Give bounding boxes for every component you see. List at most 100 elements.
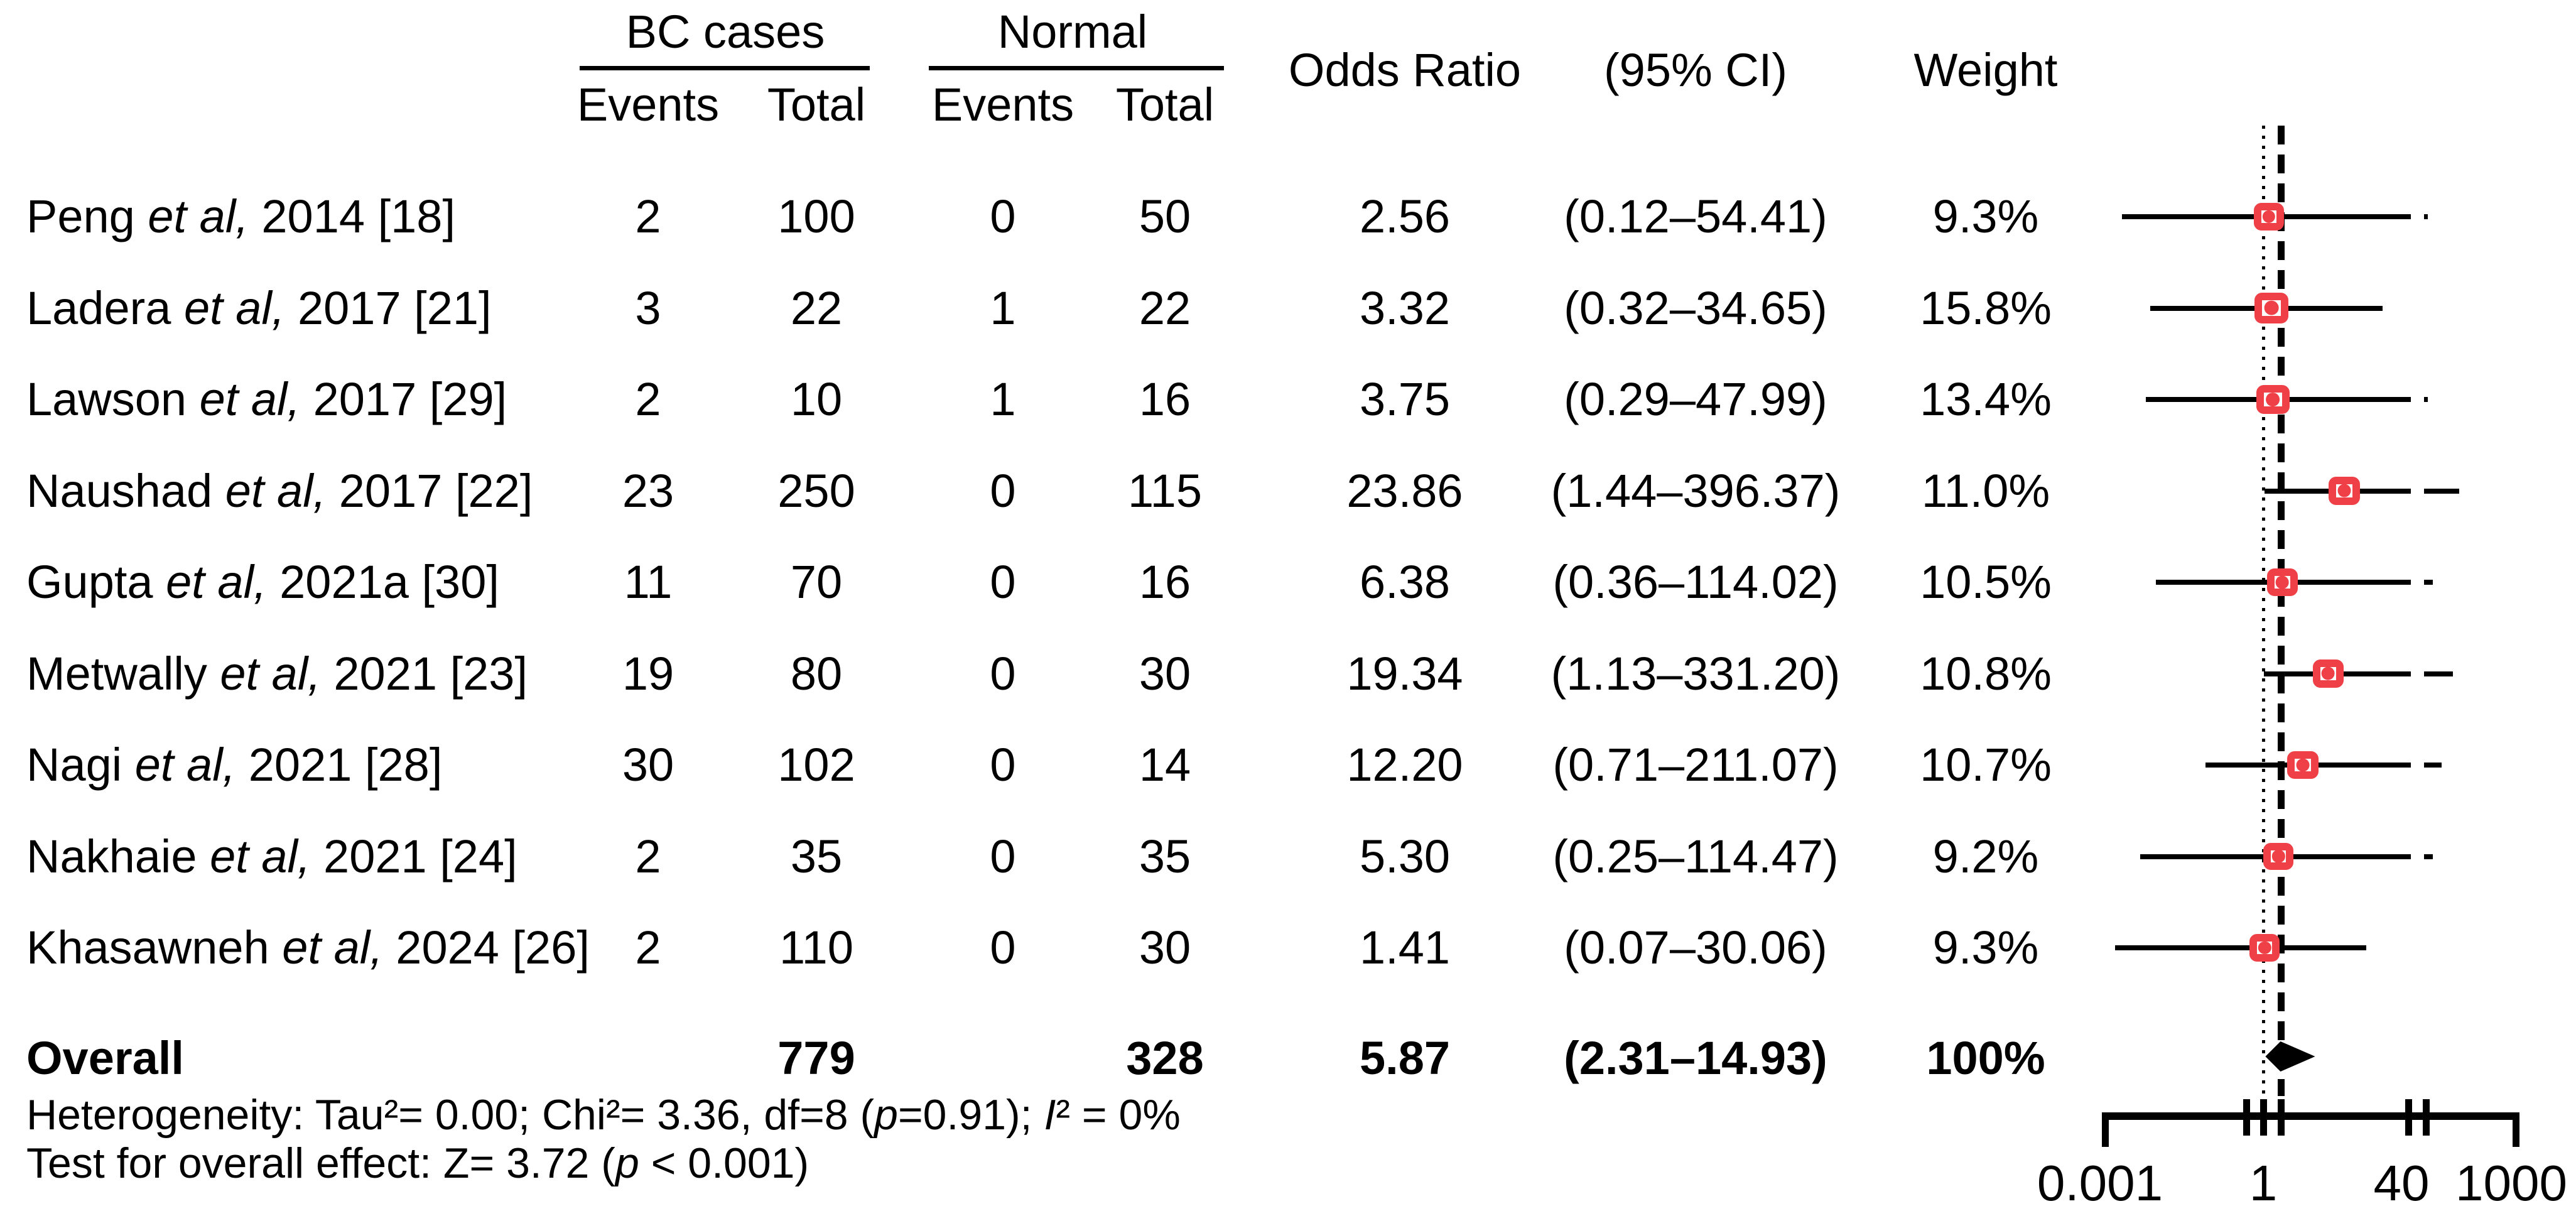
study-label-text: Gupta <box>26 556 166 608</box>
odds-ratio-cell: 23.86 <box>1346 464 1463 517</box>
study-label-text: Metwally <box>26 647 220 700</box>
normal-total-cell: 30 <box>1139 921 1191 974</box>
axis-break-tick <box>2405 1099 2412 1136</box>
normal-total-cell: 16 <box>1139 373 1191 425</box>
text-fragment: Heterogeneity: Tau²= 0.00; Chi²= 3.36, d… <box>26 1091 875 1139</box>
ci-cell: (0.29–47.99) <box>1564 373 1827 425</box>
or-marker <box>2263 842 2294 871</box>
text-fragment: < 0.001) <box>639 1139 809 1187</box>
x-axis-line <box>2102 1112 2519 1120</box>
study-label: Naushad et al, 2017 [22] <box>26 464 533 517</box>
column-header-normal-total: Total <box>1115 79 1215 131</box>
study-label-text: Lawson <box>26 373 200 425</box>
bc-total-cell: 35 <box>790 830 843 882</box>
axis-end-cap <box>2101 1112 2109 1147</box>
study-label-text: Peng <box>26 190 148 242</box>
study-label-etal: et al, <box>148 190 249 242</box>
study-label-text: 2014 [18] <box>248 190 455 242</box>
or-marker <box>2253 203 2284 231</box>
study-label-etal: et al, <box>210 830 311 882</box>
odds-ratio-cell: 1.41 <box>1359 921 1451 974</box>
or-marker <box>2256 384 2290 415</box>
study-label-text: 2017 [21] <box>284 281 492 334</box>
study-label-text: 2021 [24] <box>310 830 517 882</box>
ci-line-beyond-break <box>2424 214 2428 219</box>
overall-bc-total-cell: 779 <box>777 1032 855 1084</box>
normal-events-cell: 0 <box>990 647 1016 700</box>
bc-total-cell: 102 <box>777 739 855 791</box>
study-label-etal: et al, <box>183 281 285 334</box>
column-header-weight: Weight <box>1913 44 2058 96</box>
study-label: Metwally et al, 2021 [23] <box>26 647 528 700</box>
weight-cell: 11.0% <box>1921 464 2050 517</box>
or-marker-dot <box>2266 393 2280 406</box>
or-marker <box>2249 934 2280 962</box>
axis-break-tick <box>2243 1099 2250 1136</box>
ci-line-beyond-break <box>2424 854 2433 859</box>
or-marker <box>2254 293 2289 323</box>
ci-cell: (0.07–30.06) <box>1564 921 1827 974</box>
or-marker-dot <box>2275 575 2289 589</box>
bc-total-cell: 110 <box>779 921 853 974</box>
study-label-etal: et al, <box>134 739 236 791</box>
study-label: Nagi et al, 2021 [28] <box>26 742 442 788</box>
normal-total-cell: 50 <box>1139 190 1191 242</box>
study-label: Khasawneh et al, 2024 [26] <box>26 925 590 971</box>
study-label-text: 2021a [30] <box>266 556 499 608</box>
heterogeneity-note: Heterogeneity: Tau²= 0.00; Chi²= 3.36, d… <box>26 1094 1181 1136</box>
bc-events-cell: 23 <box>622 464 674 517</box>
text-fragment: Test for overall effect: Z= 3.72 ( <box>26 1139 615 1187</box>
study-label-text: Naushad <box>26 464 225 517</box>
odds-ratio-cell: 2.56 <box>1359 190 1451 242</box>
column-header-bc-cases: BC cases <box>625 6 825 58</box>
weight-cell: 13.4% <box>1920 373 2052 425</box>
column-header-bc-total: Total <box>767 79 866 131</box>
normal-events-cell: 0 <box>990 921 1016 974</box>
study-label-text: Nakhaie <box>26 830 210 882</box>
normal-events-cell: 1 <box>990 281 1016 334</box>
overall-ci-cell: (2.31–14.93) <box>1564 1032 1827 1084</box>
overall-label: Overall <box>26 1032 184 1084</box>
axis-tick-label: 0.001 <box>2037 1155 2163 1211</box>
bc-events-cell: 19 <box>622 647 674 700</box>
ci-line-beyond-break <box>2424 488 2460 494</box>
ci-line <box>2114 945 2366 950</box>
bc-events-cell: 11 <box>624 556 673 608</box>
study-label-text: 2021 [28] <box>235 739 443 791</box>
normal-events-cell: 0 <box>990 739 1016 791</box>
bc-events-cell: 3 <box>635 281 661 334</box>
axis-tick-label: 1000 <box>2455 1155 2567 1211</box>
or-marker <box>2287 751 2319 779</box>
normal-events-cell: 0 <box>990 464 1016 517</box>
text-fragment: ² = 0% <box>1056 1091 1181 1139</box>
weight-cell: 10.5% <box>1920 556 2052 608</box>
bc-cases-underline <box>580 66 870 70</box>
study-label-text: 2017 [29] <box>300 373 507 425</box>
odds-ratio-cell: 19.34 <box>1346 647 1463 700</box>
bc-total-cell: 70 <box>790 556 843 608</box>
ci-cell: (1.44–396.37) <box>1550 464 1841 517</box>
normal-total-cell: 16 <box>1139 556 1191 608</box>
null-line <box>2261 126 2265 1098</box>
weight-cell: 9.3% <box>1932 190 2039 242</box>
normal-events-cell: 1 <box>990 373 1016 425</box>
bc-events-cell: 2 <box>635 921 661 974</box>
overall-effect-note: Test for overall effect: Z= 3.72 (p < 0.… <box>26 1142 809 1185</box>
normal-total-cell: 30 <box>1139 647 1191 700</box>
study-label-text: Nagi <box>26 739 135 791</box>
weight-cell: 10.8% <box>1920 647 2052 700</box>
study-label-etal: et al, <box>220 647 321 700</box>
odds-ratio-cell: 6.38 <box>1359 556 1451 608</box>
bc-total-cell: 22 <box>790 281 843 334</box>
italic-text-fragment: p <box>874 1091 898 1139</box>
column-header-normal: Normal <box>997 6 1148 58</box>
study-label: Nakhaie et al, 2021 [24] <box>26 833 517 880</box>
bc-total-cell: 80 <box>790 647 843 700</box>
overall-normal-total-cell: 328 <box>1126 1032 1204 1084</box>
normal-total-cell: 22 <box>1139 281 1191 334</box>
axis-tick-label: 40 <box>2373 1155 2430 1211</box>
or-marker-dot <box>2262 210 2275 224</box>
normal-total-cell: 115 <box>1128 464 1202 517</box>
column-header-odds-ratio: Odds Ratio <box>1288 44 1522 96</box>
study-label-text: 2021 [23] <box>320 647 528 700</box>
